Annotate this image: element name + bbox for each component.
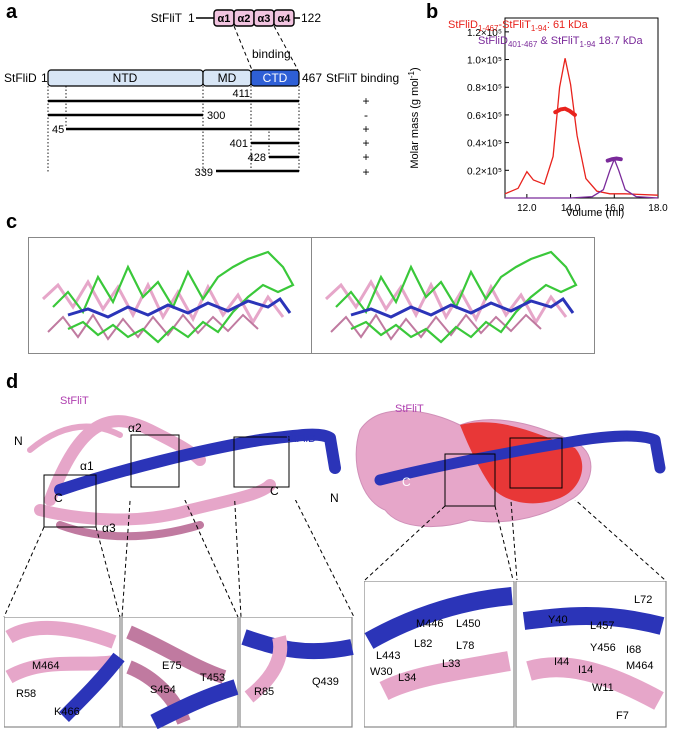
res-T453: T453 <box>200 672 225 684</box>
detail-insets-left: M464 R58 K466 E75 T453 S454 R85 Q439 <box>4 617 354 729</box>
d-left-n-flit: N <box>14 434 23 448</box>
panel-b-mals-chart: 0.2×10⁵ 0.4×10⁵ 0.6×10⁵ 0.8×10⁵ 1.0×10⁵ 1.2×1… <box>400 0 675 240</box>
binding-column-header: StFliT binding <box>326 71 399 85</box>
y-tick-label: 0.6×10⁵ <box>467 111 502 122</box>
alpha2-label: α2 <box>128 421 142 435</box>
detail-insets-right: M446 L450 L82 L78 L443 L33 W30 L34 L72 Y… <box>364 581 674 729</box>
res-M464-a: M464 <box>32 660 60 672</box>
res-I14: I14 <box>578 664 593 676</box>
flid-name: StFliD <box>4 71 37 85</box>
res-E75: E75 <box>162 660 182 672</box>
d-right-c-label: C <box>402 475 411 489</box>
panel-label-c: c <box>6 212 17 232</box>
panel-label-d: d <box>6 372 18 392</box>
binding-label: binding <box>252 47 291 61</box>
res-S454: S454 <box>150 684 176 696</box>
construct-45-label: 45 <box>52 124 64 136</box>
res-L82: L82 <box>414 638 432 650</box>
flid-end: 467 <box>302 71 322 85</box>
ntd-label: NTD <box>113 71 138 85</box>
helix-a2-label: α2 <box>238 13 251 25</box>
d-right-flit-label: StFliT <box>395 403 424 415</box>
res-W30: W30 <box>370 666 393 678</box>
flit-end: 122 <box>301 11 321 25</box>
y-tick-label: 0.4×10⁵ <box>467 139 502 150</box>
res-L33: L33 <box>442 658 460 670</box>
alpha1-label: α1 <box>80 459 94 473</box>
res-W11: W11 <box>592 682 614 694</box>
sign-5: + <box>362 150 369 164</box>
y-tick-label: 0.8×10⁵ <box>467 83 502 94</box>
res-Q439: Q439 <box>312 676 339 688</box>
stereo-left-image <box>43 252 293 342</box>
helix-a1-label: α1 <box>218 13 231 25</box>
construct-300-label: 300 <box>207 110 225 122</box>
md-label: MD <box>218 71 237 85</box>
res-L450: L450 <box>456 618 480 630</box>
res-R85: R85 <box>254 686 274 698</box>
helix-a3-label: α3 <box>258 13 271 25</box>
sign-2: - <box>364 108 368 122</box>
series-2-molar-mass <box>608 159 621 161</box>
panel-a-domain-diagram: StFliT 1 α1 α2 α3 α4 122 binding StFliD … <box>0 0 420 200</box>
x-tick-label: 18.0 <box>648 203 668 214</box>
sign-6: + <box>362 165 369 179</box>
d-left-flid-label: StFliD <box>286 433 316 445</box>
x-axis-label: Volume (ml) <box>566 207 625 219</box>
legend-series-2: StFliD401-467 & StFliT1-94 18.7 kDa <box>478 35 643 49</box>
res-Y40: Y40 <box>548 614 568 626</box>
flit-start: 1 <box>188 11 195 25</box>
res-M464-b: M464 <box>626 660 654 672</box>
series-1-molar-mass <box>555 109 575 115</box>
flid-start: 1 <box>41 71 48 85</box>
panel-c-stereo-view <box>28 237 595 354</box>
res-L34: L34 <box>398 672 416 684</box>
res-L72: L72 <box>634 594 652 606</box>
res-I68: I68 <box>626 644 641 656</box>
res-R58: R58 <box>16 688 36 700</box>
boundary-411: 411 <box>232 88 250 100</box>
construct-401-label: 401 <box>230 138 248 150</box>
sign-1: + <box>362 94 369 108</box>
sign-3: + <box>362 122 369 136</box>
res-M446: M446 <box>416 618 444 630</box>
res-L78: L78 <box>456 640 474 652</box>
y-tick-label: 1.0×10⁵ <box>467 56 502 67</box>
res-K466: K466 <box>54 706 80 718</box>
res-I44: I44 <box>554 656 569 668</box>
series-2-trace <box>505 159 658 198</box>
x-tick-label: 12.0 <box>517 203 537 214</box>
construct-428-label: 428 <box>248 152 266 164</box>
construct-339-label: 339 <box>195 167 213 179</box>
y-axis-label: Molar mass (g mol-1) <box>407 67 421 168</box>
d-right-flid-label: StFliD <box>618 431 648 443</box>
sign-4: + <box>362 136 369 150</box>
res-L443: L443 <box>376 650 400 662</box>
d-left-flit-label: StFliT <box>60 395 89 407</box>
legend-series-1: StFliD1-467-StFliT1-94: 61 kDa <box>448 19 589 33</box>
res-L457: L457 <box>590 620 614 632</box>
res-F7: F7 <box>616 710 629 722</box>
helix-a4-label: α4 <box>278 13 292 25</box>
flit-name: StFliT <box>151 11 183 25</box>
series-1-trace <box>505 58 658 195</box>
d-left-c-flid: C <box>270 484 279 498</box>
y-tick-label: 0.2×10⁵ <box>467 166 502 177</box>
res-Y456: Y456 <box>590 642 616 654</box>
flit-helices: α1 α2 α3 α4 <box>214 10 294 26</box>
ctd-label: CTD <box>263 71 288 85</box>
